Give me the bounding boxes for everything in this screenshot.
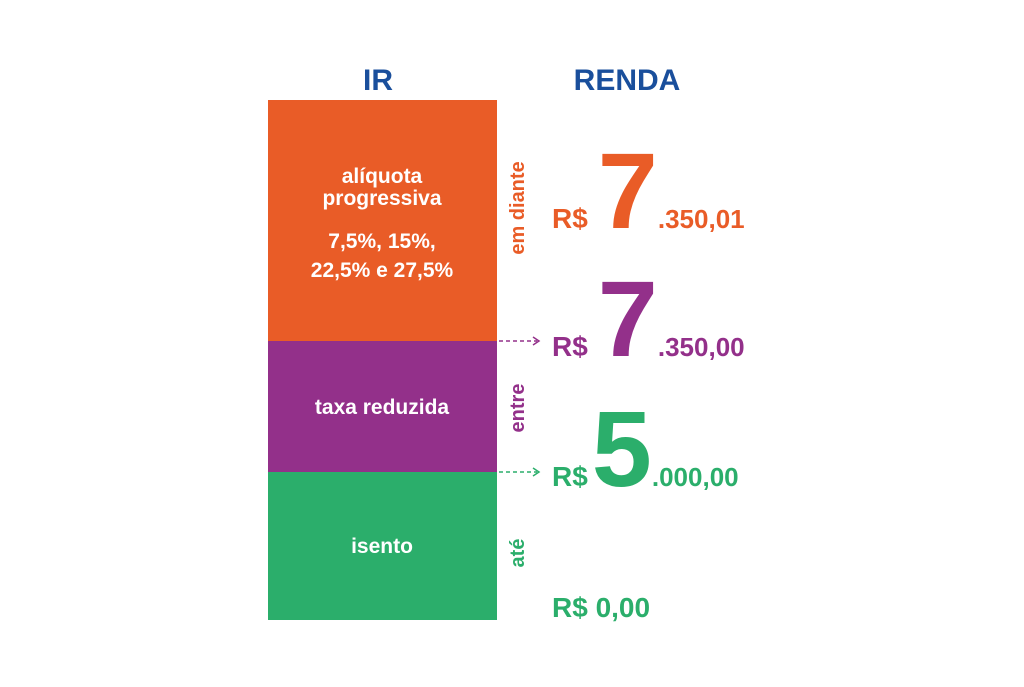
range-label: em diante <box>507 161 529 254</box>
block-label: progressiva <box>322 187 441 210</box>
block-label: alíquota <box>342 165 423 188</box>
amount-rest: .000,00 <box>652 462 739 492</box>
block-label: 7,5%, 15%, <box>328 230 435 253</box>
amount-lead: 7 <box>598 130 658 251</box>
block-exempt <box>268 472 497 620</box>
currency: R$ <box>552 331 588 362</box>
range-label: entre <box>507 384 529 433</box>
amount-lead: 5 <box>592 388 652 509</box>
block-label: 22,5% e 27,5% <box>311 259 454 282</box>
header-ir: IR <box>363 64 393 97</box>
amount: R$ 0,00 <box>552 592 650 623</box>
amount-rest: .350,00 <box>658 332 745 362</box>
currency: R$ <box>552 203 588 234</box>
currency: R$ <box>552 461 588 492</box>
block-reduced <box>268 341 497 472</box>
amount: R$ 7.350,00 <box>552 258 745 379</box>
arrow <box>499 336 541 346</box>
range-label: até <box>507 539 529 568</box>
amount: R$ 7.350,01 <box>552 130 745 251</box>
amount-lead: 7 <box>598 258 658 379</box>
arrow <box>499 467 541 477</box>
block-label: isento <box>351 535 413 558</box>
amount-rest: .350,01 <box>658 204 745 234</box>
block-label: taxa reduzida <box>315 396 450 419</box>
amount: R$5.000,00 <box>552 388 739 509</box>
header-renda: RENDA <box>574 64 681 97</box>
block-progressive <box>268 100 497 341</box>
